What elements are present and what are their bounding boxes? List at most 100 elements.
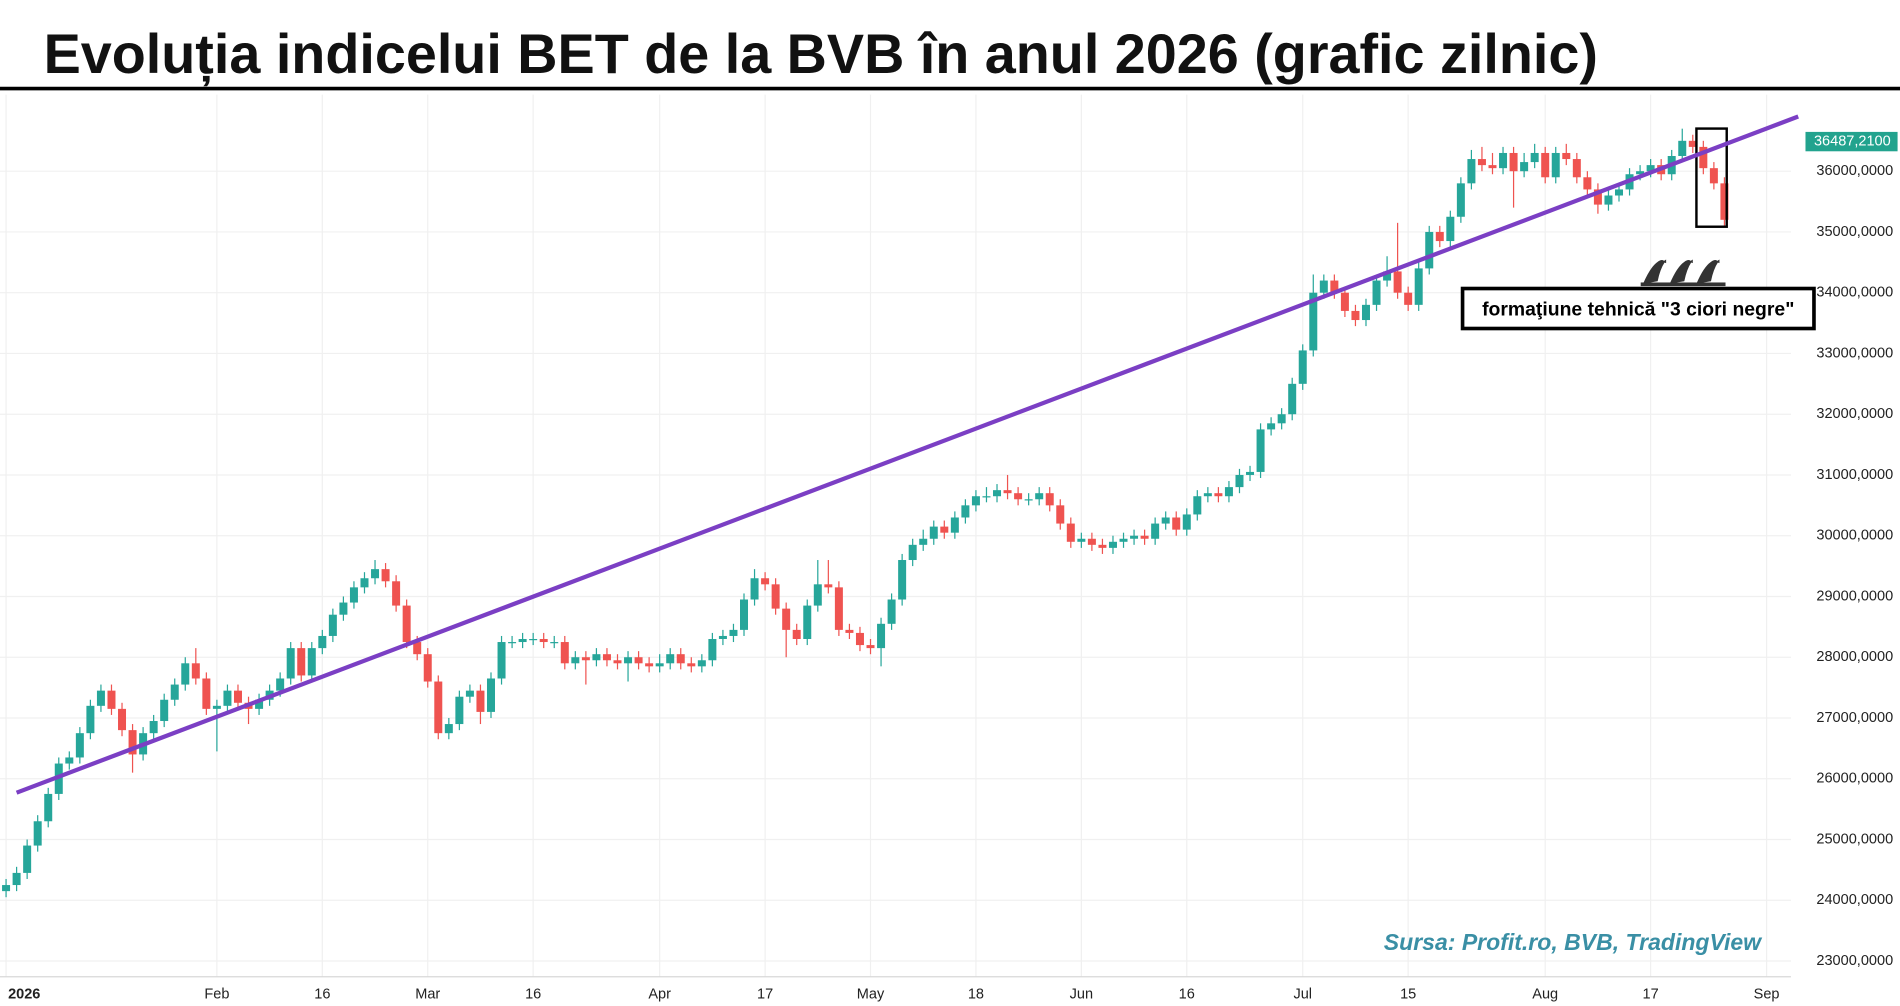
candle-body — [297, 648, 306, 676]
candle-body — [160, 699, 169, 722]
candle-body — [1361, 304, 1370, 321]
candle-body — [1024, 499, 1033, 501]
candle-body — [771, 584, 780, 609]
candle-body — [328, 614, 337, 636]
candle-body — [1108, 541, 1117, 548]
candle-body — [455, 696, 464, 725]
candle-body — [624, 657, 633, 664]
source: Sursa: Profit.ro, BVB, TradingView — [1384, 929, 1763, 955]
x-tick-label: 18 — [968, 987, 984, 1003]
candle-body — [961, 505, 970, 518]
candle-body — [929, 526, 938, 539]
y-tick-label: 26000,0000 — [1816, 771, 1893, 787]
candle-body — [44, 793, 53, 822]
crow-icons — [1640, 259, 1726, 287]
y-tick-label: 29000,0000 — [1816, 588, 1893, 604]
candle-body — [1288, 383, 1297, 415]
candle-body — [1119, 538, 1128, 542]
candle-body — [908, 544, 917, 561]
candle-body — [444, 724, 453, 734]
candle-body — [740, 599, 749, 630]
candle-body — [339, 602, 348, 615]
candle-body — [75, 733, 84, 758]
candle-body — [1499, 152, 1508, 169]
candle-body — [550, 642, 559, 644]
candle-body — [423, 654, 432, 682]
x-tick-label: Sep — [1754, 987, 1780, 1003]
grid — [0, 94, 1791, 977]
candle-body — [1203, 493, 1212, 497]
candle-body — [529, 638, 538, 641]
candle-body — [223, 690, 232, 706]
candle-body — [212, 705, 221, 709]
candle-body — [2, 885, 11, 892]
candle-body — [697, 660, 706, 667]
last-price-box — [1805, 131, 1898, 152]
candle-body — [803, 605, 812, 639]
candle-body — [1425, 231, 1434, 269]
candle-body — [1267, 423, 1276, 430]
candle-body — [1414, 268, 1423, 305]
candle-body — [866, 645, 875, 649]
candle-body — [181, 663, 190, 685]
candle-body — [877, 623, 886, 649]
candle-body — [560, 642, 569, 664]
candle-body — [845, 629, 854, 633]
candle-body — [1488, 165, 1497, 169]
candle-body — [1340, 292, 1349, 311]
candle-body — [581, 657, 590, 661]
candle-body — [86, 705, 95, 734]
candle-body — [402, 605, 411, 643]
candle-body — [1224, 487, 1233, 497]
x-tick-label: 17 — [757, 987, 773, 1003]
y-tick-label: 33000,0000 — [1816, 345, 1893, 361]
candle-body — [813, 584, 822, 606]
candle-body — [1404, 292, 1413, 305]
crow — [1643, 259, 1667, 284]
candle-body — [1235, 474, 1244, 488]
candle-body — [655, 663, 664, 667]
candle-body — [1646, 165, 1655, 172]
candle-body — [718, 635, 727, 639]
candle-body — [645, 663, 654, 667]
x-tick-label: 16 — [525, 987, 541, 1003]
y-tick-label: 28000,0000 — [1816, 649, 1893, 665]
candle-body — [1520, 162, 1529, 172]
candle-body — [1615, 189, 1623, 196]
candle-body — [360, 578, 369, 588]
candle-body — [1309, 292, 1318, 351]
candle-body — [1130, 535, 1139, 539]
candle-body — [940, 526, 949, 533]
candle-body — [276, 678, 285, 691]
x-tick-label: 15 — [1400, 987, 1416, 1003]
candle-body — [1709, 168, 1718, 184]
candle-body — [539, 638, 548, 643]
candle-body — [1688, 140, 1697, 147]
candle-body — [392, 581, 401, 606]
candle-body — [1456, 183, 1465, 217]
x-tick-label: Jul — [1293, 987, 1312, 1003]
candle-body — [1467, 159, 1476, 184]
candle-body — [497, 642, 506, 679]
candle-body — [634, 657, 643, 664]
crow — [1669, 259, 1693, 284]
candle-body — [1098, 544, 1107, 548]
candle-body — [1562, 152, 1571, 160]
candle-body — [486, 678, 495, 712]
candle-body — [834, 587, 843, 630]
candle-body — [65, 757, 74, 764]
candle-body — [887, 599, 896, 624]
candle-body — [1151, 523, 1160, 539]
candle-body — [1446, 216, 1455, 242]
candle-body — [508, 642, 517, 644]
candle-body — [413, 642, 422, 655]
candle-body — [318, 635, 327, 649]
candle-body — [1172, 517, 1181, 530]
x-tick-label: Apr — [648, 987, 671, 1003]
candle-body — [750, 578, 759, 600]
candle-body — [307, 648, 316, 676]
y-tick-label: 30000,0000 — [1816, 528, 1893, 544]
candle-body — [518, 638, 527, 643]
chart-title: Evoluția indicelui BET de la BVB în anul… — [44, 23, 1598, 86]
